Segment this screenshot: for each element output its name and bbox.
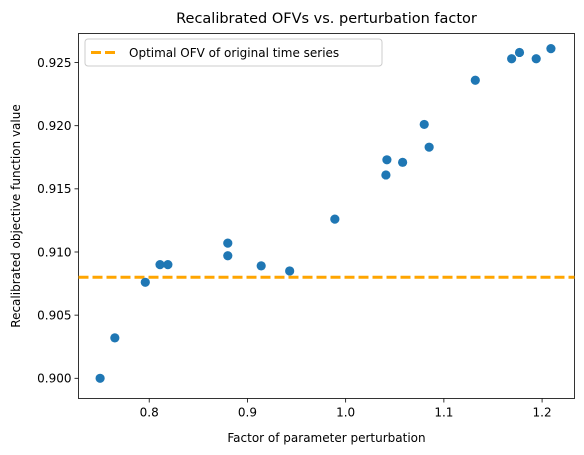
data-point-5 [223,238,233,248]
x-tick-label: 0.8 [140,406,159,420]
data-point-7 [256,261,266,271]
data-point-14 [424,142,434,152]
data-point-0 [95,373,105,383]
y-axis-label: Recalibrated objective function value [9,104,23,327]
x-axis-label: Factor of parameter perturbation [227,431,425,445]
data-point-17 [514,47,525,58]
data-point-16 [507,54,517,64]
data-point-6 [223,251,233,261]
data-point-8 [285,266,295,276]
data-point-19 [546,44,556,54]
data-point-18 [531,54,541,64]
data-point-15 [470,75,480,85]
plot-frame [78,33,575,399]
data-point-9 [330,214,340,224]
data-point-12 [398,157,408,167]
y-tick-label: 0.920 [37,119,71,133]
x-tick-label: 1.1 [434,406,453,420]
x-axis: 0.8 0.9 1.0 1.1 1.2 [140,398,552,420]
y-tick-label: 0.925 [37,56,71,70]
y-tick-label: 0.905 [37,308,71,322]
data-point-10 [381,170,391,180]
data-point-4 [163,260,173,270]
legend-box [84,38,383,67]
chart-title: Recalibrated OFVs vs. perturbation facto… [176,11,477,27]
data-point-11 [382,155,392,165]
y-tick-label: 0.910 [37,245,71,259]
legend: Optimal OFV of original time series [84,38,383,67]
data-point-13 [419,119,429,130]
data-points [95,44,556,383]
y-tick-label: 0.915 [37,182,71,196]
data-point-2 [140,277,150,287]
x-tick-label: 1.0 [336,406,355,420]
y-axis: 0.900 0.905 0.910 0.915 0.920 0.925 [37,56,79,386]
data-point-3 [155,260,165,270]
legend-label: Optimal OFV of original time series [129,46,339,60]
data-point-1 [110,333,120,343]
x-tick-label: 1.2 [533,406,552,420]
y-tick-label: 0.900 [37,372,71,386]
x-tick-label: 0.9 [238,406,257,420]
